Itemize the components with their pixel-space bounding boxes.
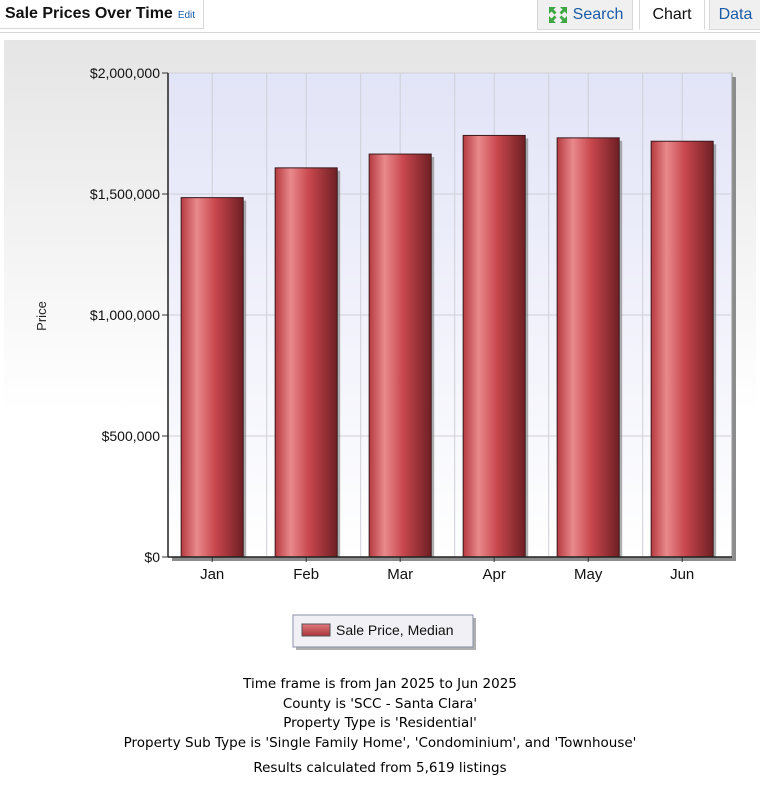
y-tick-label: $1,500,000 bbox=[90, 186, 160, 202]
bar-may bbox=[556, 137, 620, 558]
tab-data-label: Data bbox=[718, 5, 753, 23]
summary-line: Property Sub Type is 'Single Family Home… bbox=[123, 734, 637, 751]
summary-line: Time frame is from Jan 2025 to Jun 2025 bbox=[243, 676, 517, 692]
header-bar: Sale Prices Over Time Edit Search Chart … bbox=[0, 0, 760, 33]
x-tick-label: Apr bbox=[483, 566, 506, 583]
legend-swatch bbox=[301, 623, 331, 637]
y-axis-label: Price bbox=[34, 301, 49, 331]
title-box: Sale Prices Over Time Edit bbox=[0, 0, 205, 29]
legend-label: Sale Price, Median bbox=[336, 622, 454, 638]
y-tick-label: $2,000,000 bbox=[90, 65, 160, 81]
x-tick-label: Mar bbox=[387, 566, 413, 583]
tab-chart-label: Chart bbox=[652, 5, 692, 23]
summary-line: County is 'SCC - Santa Clara' bbox=[282, 695, 478, 712]
tab-search-label: Search bbox=[572, 5, 624, 23]
bar-chart: $0 $500,000 $1,000,000 $1,500,000 $2,000,000… bbox=[34, 65, 736, 650]
x-tick-label: Jun bbox=[670, 566, 694, 583]
x-tick-label: Jan bbox=[200, 566, 224, 583]
summary-line: Property Type is 'Residential' bbox=[283, 715, 477, 731]
x-tick-label: May bbox=[574, 566, 603, 583]
expand-icon bbox=[548, 6, 567, 23]
bar-apr bbox=[462, 134, 526, 558]
x-tick-label: Feb bbox=[293, 566, 319, 583]
edit-link[interactable]: Edit bbox=[177, 10, 196, 21]
legend: Sale Price, Median bbox=[292, 614, 476, 650]
tab-search[interactable]: Search bbox=[537, 0, 633, 30]
bar-feb bbox=[274, 167, 338, 558]
page-title: Sale Prices Over Time bbox=[5, 5, 173, 22]
tab-chart[interactable]: Chart bbox=[639, 0, 705, 30]
chart-panel: $0 $500,000 $1,000,000 $1,500,000 $2,000,000… bbox=[4, 40, 756, 660]
y-tick-label: $0 bbox=[144, 549, 160, 565]
results-count: Results calculated from 5,619 listings bbox=[253, 760, 507, 776]
tab-data[interactable]: Data bbox=[709, 0, 760, 30]
y-tick-label: $1,000,000 bbox=[90, 307, 160, 323]
bar-jun bbox=[650, 140, 714, 558]
y-tick-label: $500,000 bbox=[102, 428, 161, 444]
bar-jan bbox=[180, 197, 244, 558]
bar-mar bbox=[368, 153, 432, 558]
summary-block: Time frame is from Jan 2025 to Jun 2025 … bbox=[0, 675, 760, 779]
